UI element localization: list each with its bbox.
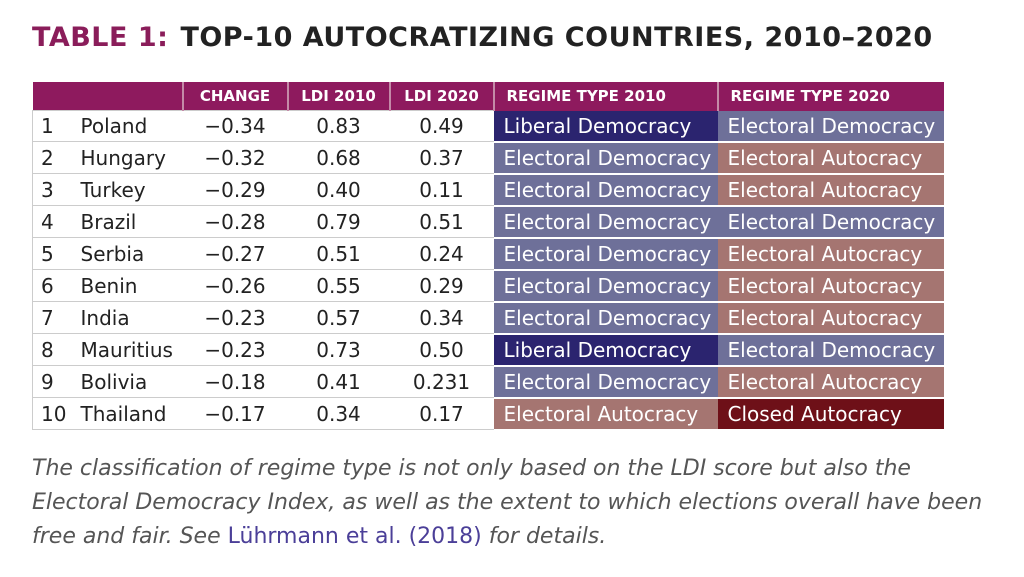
cell-regime-2010: Electoral Democracy [493, 269, 718, 303]
cell-ldi-2010: 0.51 [287, 237, 390, 270]
table-row: 9 Bolivia −0.18 0.41 0.231 Electoral Democrac… [32, 365, 944, 399]
cell-ldi-2010: 0.55 [287, 269, 390, 302]
cell-country: Mauritius [80, 333, 183, 366]
cell-ldi-2010: 0.68 [287, 141, 390, 174]
cell-ldi-2020: 0.17 [389, 397, 494, 430]
cell-change: −0.23 [182, 301, 288, 334]
cell-regime-2010: Liberal Democracy [493, 333, 718, 367]
header-row: CHANGE LDI 2010 LDI 2020 REGIME TYPE 201… [32, 82, 944, 111]
col-header-ldi-2010: LDI 2010 [286, 82, 390, 111]
cell-ldi-2020: 0.34 [389, 301, 494, 334]
cell-ldi-2010: 0.79 [287, 205, 390, 238]
cell-ldi-2010: 0.40 [287, 173, 390, 206]
cell-regime-2020: Closed Autocracy [717, 397, 944, 431]
col-header-country [80, 82, 183, 111]
cell-ldi-2020: 0.231 [389, 365, 494, 398]
cell-regime-2010: Electoral Democracy [493, 173, 718, 207]
cell-regime-2020: Electoral Autocracy [717, 365, 944, 399]
cell-change: −0.17 [182, 397, 288, 430]
cell-change: −0.27 [182, 237, 288, 270]
cell-rank: 5 [32, 237, 81, 270]
cell-rank: 8 [32, 333, 81, 366]
cell-rank: 6 [32, 269, 81, 302]
cell-change: −0.18 [182, 365, 288, 398]
table-title-text: TOP-10 AUTOCRATIZING COUNTRIES, 2010–202… [180, 22, 933, 53]
table-row: 6 Benin −0.26 0.55 0.29 Electoral Democracy El… [32, 269, 944, 303]
cell-country: Serbia [80, 237, 183, 270]
caption-text-end: for details. [481, 524, 607, 549]
cell-ldi-2020: 0.29 [389, 269, 494, 302]
cell-country: Bolivia [80, 365, 183, 398]
citation-link[interactable]: Lührmann et al. (2018) [227, 524, 482, 549]
table-row: 1 Poland −0.34 0.83 0.49 Liberal Democracy Ele… [32, 110, 944, 143]
cell-country: Thailand [80, 397, 183, 430]
cell-ldi-2020: 0.11 [389, 173, 494, 206]
table-caption: The classification of regime type is not… [32, 452, 992, 554]
col-header-regime-2020: REGIME TYPE 2020 [716, 82, 944, 111]
cell-rank: 10 [32, 397, 81, 430]
cell-regime-2020: Electoral Democracy [717, 205, 944, 239]
cell-regime-2010: Electoral Democracy [493, 205, 718, 239]
cell-change: −0.26 [182, 269, 288, 302]
cell-change: −0.34 [182, 110, 288, 142]
col-header-rank [32, 82, 81, 111]
cell-regime-2010: Liberal Democracy [493, 110, 718, 143]
cell-regime-2020: Electoral Autocracy [717, 173, 944, 207]
cell-regime-2020: Electoral Autocracy [717, 141, 944, 175]
table-row: 4 Brazil −0.28 0.79 0.51 Electoral Democracy E… [32, 205, 944, 239]
cell-country: Brazil [80, 205, 183, 238]
cell-ldi-2020: 0.51 [389, 205, 494, 238]
col-header-change: CHANGE [181, 82, 288, 111]
col-header-regime-2010: REGIME TYPE 2010 [492, 82, 718, 111]
cell-regime-2020: Electoral Democracy [717, 110, 944, 143]
cell-ldi-2010: 0.41 [287, 365, 390, 398]
cell-rank: 3 [32, 173, 81, 206]
cell-ldi-2010: 0.73 [287, 333, 390, 366]
cell-regime-2020: Electoral Autocracy [717, 301, 944, 335]
cell-country: Benin [80, 269, 183, 302]
cell-ldi-2010: 0.57 [287, 301, 390, 334]
cell-regime-2020: Electoral Autocracy [717, 237, 944, 271]
cell-change: −0.29 [182, 173, 288, 206]
cell-regime-2010: Electoral Autocracy [493, 397, 718, 431]
table-title: TABLE 1: TOP-10 AUTOCRATIZING COUNTRIES, … [32, 22, 933, 53]
table-row: 8 Mauritius −0.23 0.73 0.50 Liberal Democracy… [32, 333, 944, 367]
cell-regime-2010: Electoral Democracy [493, 141, 718, 175]
cell-regime-2010: Electoral Democracy [493, 301, 718, 335]
caption-text: The classification of regime type is not… [32, 456, 983, 549]
table-row: 5 Serbia −0.27 0.51 0.24 Electoral Democracy E… [32, 237, 944, 271]
cell-regime-2010: Electoral Democracy [493, 237, 718, 271]
cell-ldi-2020: 0.49 [389, 110, 494, 142]
table-row: 10 Thailand −0.17 0.34 0.17 Electoral Autocra… [32, 397, 944, 431]
table-row: 7 India −0.23 0.57 0.34 Electoral Democracy El… [32, 301, 944, 335]
cell-change: −0.32 [182, 141, 288, 174]
cell-rank: 9 [32, 365, 81, 398]
cell-ldi-2020: 0.24 [389, 237, 494, 270]
cell-ldi-2020: 0.50 [389, 333, 494, 366]
cell-rank: 4 [32, 205, 81, 238]
cell-change: −0.28 [182, 205, 288, 238]
cell-regime-2020: Electoral Democracy [717, 333, 944, 367]
col-header-ldi-2020: LDI 2020 [388, 82, 494, 111]
cell-change: −0.23 [182, 333, 288, 366]
table-row: 3 Turkey −0.29 0.40 0.11 Electoral Democracy E… [32, 173, 944, 207]
cell-regime-2010: Electoral Democracy [493, 365, 718, 399]
table-row: 2 Hungary −0.32 0.68 0.37 Electoral Democracy… [32, 141, 944, 175]
cell-ldi-2010: 0.83 [287, 110, 390, 142]
cell-country: India [80, 301, 183, 334]
cell-regime-2020: Electoral Autocracy [717, 269, 944, 303]
cell-ldi-2010: 0.34 [287, 397, 390, 430]
cell-country: Hungary [80, 141, 183, 174]
cell-rank: 7 [32, 301, 81, 334]
autocratizing-countries-table: CHANGE LDI 2010 LDI 2020 REGIME TYPE 201… [32, 82, 944, 431]
cell-rank: 1 [32, 110, 81, 142]
table-label: TABLE 1: [32, 22, 169, 53]
cell-country: Turkey [80, 173, 183, 206]
cell-rank: 2 [32, 141, 81, 174]
cell-ldi-2020: 0.37 [389, 141, 494, 174]
cell-country: Poland [80, 110, 183, 142]
